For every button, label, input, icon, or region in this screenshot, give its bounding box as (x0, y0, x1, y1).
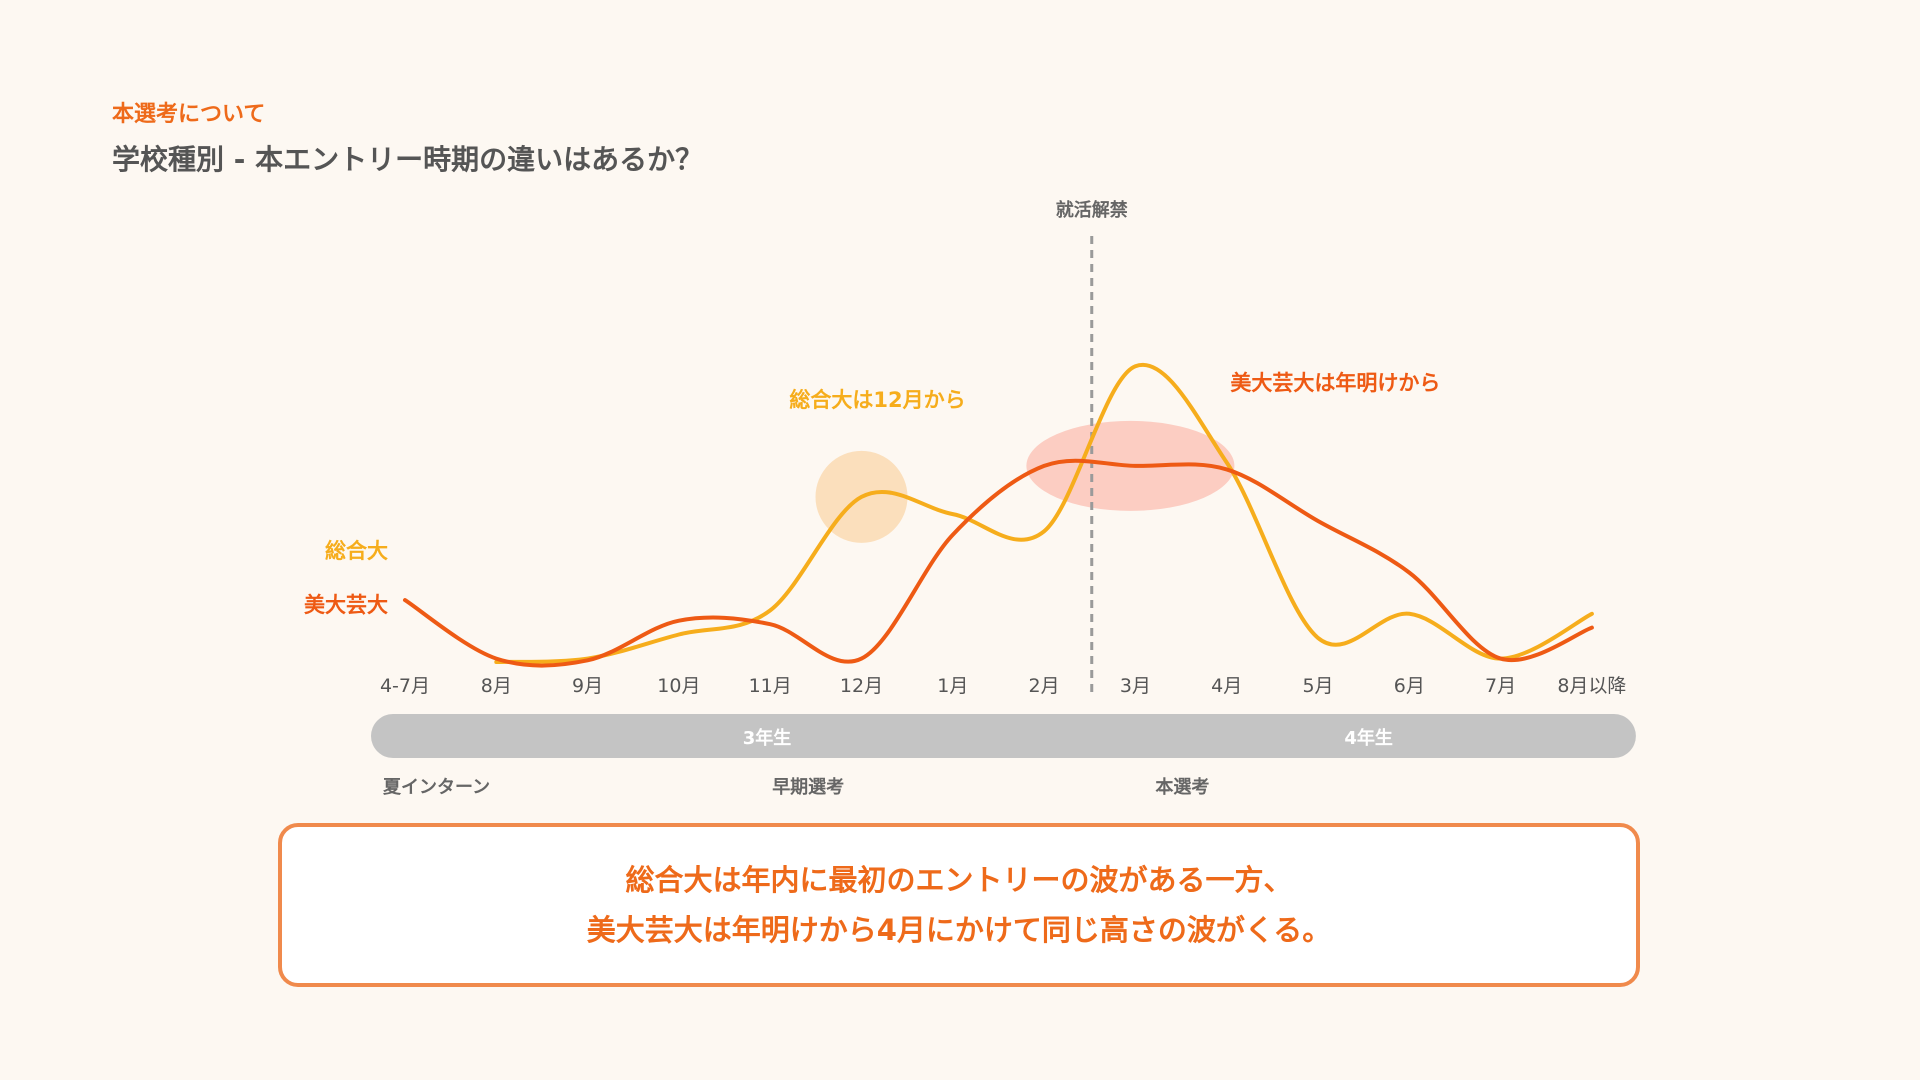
annotation-2: 美大芸大は年明けから (1230, 371, 1440, 395)
section-eyebrow: 本選考について (112, 102, 266, 127)
x-tick-13: 7月 (1485, 675, 1516, 697)
phase-label-2: 早期選考 (772, 776, 844, 798)
x-tick-5: 11月 (749, 675, 792, 697)
period-label-2: 4年生 (1344, 727, 1393, 749)
series-line-1 (494, 362, 1594, 664)
phase-labels: 夏インターン 早期選考 本選考 (383, 776, 1209, 798)
series-label-2: 美大芸大 (304, 593, 388, 617)
x-tick-4: 10月 (657, 675, 700, 697)
x-tick-8: 2月 (1029, 675, 1060, 697)
phase-label-3: 本選考 (1155, 776, 1209, 798)
x-tick-11: 5月 (1302, 675, 1333, 697)
x-tick-3: 9月 (572, 675, 603, 697)
summary-box: 総合大は年内に最初のエントリーの波がある一方、 美大芸大は年明けから4月にかけて… (278, 823, 1640, 987)
summary-line-2: 美大芸大は年明けから4月にかけて同じ高さの波がくる。 (586, 913, 1332, 947)
x-axis-ticks: 4-7月 8月 9月 10月 11月 12月 1月 2月 3月 4月 5月 6月 7月 8月以降 (380, 675, 1626, 697)
x-tick-2: 8月 (481, 675, 512, 697)
period-bars: 3年生 4年生 (371, 714, 1636, 758)
x-tick-14: 8月以降 (1557, 675, 1626, 697)
series-lines (403, 362, 1594, 668)
summary-line-1: 総合大は年内に最初のエントリーの波がある一方、 (625, 863, 1293, 897)
annotations: 総合大は12月から 美大芸大は年明けから (789, 371, 1440, 412)
entry-timing-chart: 3年生 4年生 夏インターン 早期選考 本選考 就活解禁 4-7月 8月 9月 10月 11月… (304, 199, 1636, 798)
divider-label: 就活解禁 (1056, 199, 1128, 221)
annotation-1: 総合大は12月から (789, 388, 965, 412)
divider: 就活解禁 (1056, 199, 1128, 692)
phase-label-1: 夏インターン (383, 777, 490, 798)
x-tick-9: 3月 (1120, 675, 1151, 697)
period-label-1: 3年生 (743, 727, 792, 749)
period-bar-1 (371, 714, 1164, 758)
x-tick-1: 4-7月 (380, 675, 430, 697)
highlight-circles (815, 420, 1235, 543)
x-tick-6: 12月 (840, 675, 883, 697)
x-tick-7: 1月 (937, 675, 968, 697)
series-label-1: 総合大 (325, 539, 388, 563)
x-tick-12: 6月 (1394, 675, 1425, 697)
series-line-2 (403, 458, 1594, 668)
period-bar-2 (1101, 714, 1636, 758)
page-title: 学校種別 - 本エントリー時期の違いはあるか？ (112, 143, 704, 176)
x-tick-10: 4月 (1211, 675, 1242, 697)
